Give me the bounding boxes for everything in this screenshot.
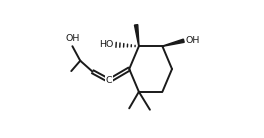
Text: OH: OH <box>185 36 200 45</box>
Polygon shape <box>162 39 184 46</box>
Polygon shape <box>134 25 139 46</box>
Text: OH: OH <box>65 34 79 43</box>
Text: C: C <box>106 76 112 85</box>
Text: HO: HO <box>99 40 113 49</box>
